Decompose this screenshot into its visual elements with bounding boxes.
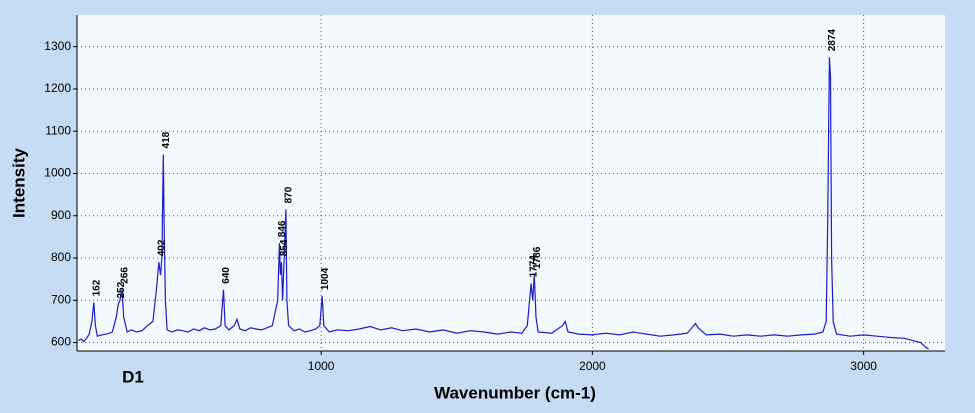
- peak-label: 418: [161, 131, 172, 148]
- peak-label: 252: [116, 281, 127, 298]
- peak-label: 640: [221, 267, 232, 284]
- spectrum-line: [78, 57, 929, 350]
- x-tick-label: 1000: [308, 359, 335, 373]
- y-tick-label: 1000: [44, 166, 71, 180]
- grid: [73, 15, 945, 355]
- peak-label: 162: [91, 279, 102, 296]
- peak-label: 1786: [532, 246, 543, 269]
- y-tick-label: 1300: [44, 39, 71, 53]
- y-tick-label: 900: [51, 208, 71, 222]
- peak-label: 846: [277, 220, 288, 237]
- peak-label: 2874: [827, 29, 838, 52]
- y-tick-label: 1100: [45, 123, 71, 137]
- peak-label: 870: [284, 186, 295, 203]
- plot-area: [77, 15, 945, 351]
- x-axis-label: Wavenumber (cm-1): [434, 383, 596, 402]
- y-tick-label: 600: [51, 335, 71, 349]
- x-tick-label: 3000: [850, 359, 877, 373]
- peak-label: 402: [157, 239, 168, 256]
- y-axis-label: Intensity: [9, 148, 28, 218]
- peak-label: 854: [279, 239, 290, 256]
- peak-label: 1004: [320, 267, 331, 290]
- sample-label: D1: [122, 367, 144, 386]
- y-tick-label: 1200: [44, 81, 71, 95]
- plot: [78, 57, 929, 350]
- peak-label: 1774: [529, 255, 540, 278]
- peak-label: 266: [120, 267, 131, 284]
- x-tick-label: 2000: [579, 359, 606, 373]
- y-tick-label: 700: [51, 292, 71, 306]
- y-tick-label: 800: [51, 250, 71, 264]
